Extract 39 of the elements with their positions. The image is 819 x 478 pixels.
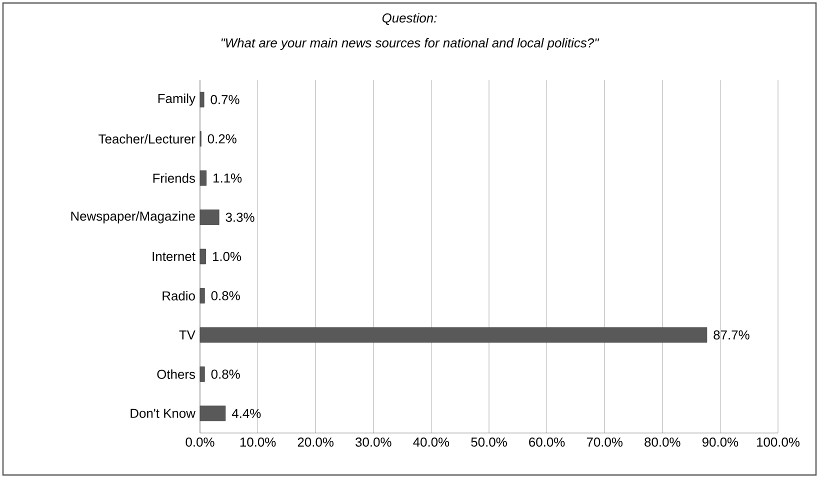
data-label: 0.7% bbox=[210, 95, 240, 104]
y-tick-label: Teacher/Lecturer bbox=[98, 134, 196, 144]
y-tick-label: TV bbox=[179, 330, 196, 340]
x-tick-label: 30.0% bbox=[356, 438, 392, 447]
y-tick-label: Internet bbox=[152, 252, 196, 262]
y-tick-label: Others bbox=[157, 369, 196, 379]
x-tick-label: 20.0% bbox=[298, 438, 334, 447]
data-label: 1.1% bbox=[214, 174, 242, 183]
y-tick-label: Friends bbox=[153, 173, 196, 183]
data-label: 3.3% bbox=[226, 212, 254, 222]
bar bbox=[200, 288, 205, 304]
data-label: 0.8% bbox=[211, 291, 240, 300]
chart-title: Question: bbox=[382, 13, 437, 25]
bar bbox=[200, 170, 207, 186]
data-label: 1.0% bbox=[212, 252, 242, 262]
x-tick-label: 70.0% bbox=[586, 438, 623, 447]
y-tick-label: Family bbox=[158, 94, 196, 106]
x-tick-label: 50.0% bbox=[471, 438, 507, 447]
y-tick-label: Newspaper/Magazine bbox=[71, 211, 195, 224]
x-tick-label: 0.0% bbox=[186, 438, 214, 447]
bar bbox=[200, 366, 205, 382]
bar bbox=[200, 92, 204, 108]
data-label: 87.7% bbox=[714, 330, 750, 340]
bar bbox=[200, 210, 220, 225]
chart-subtitle: "What are your main news sources for national and local politics?" bbox=[221, 38, 600, 50]
x-tick-label: 90.0% bbox=[702, 438, 738, 447]
data-label: 0.2% bbox=[208, 134, 236, 144]
y-tick-label: Radio bbox=[162, 290, 195, 300]
bar bbox=[200, 406, 226, 422]
x-tick-label: 10.0% bbox=[240, 438, 276, 447]
bar bbox=[200, 248, 206, 264]
data-label: 0.8% bbox=[211, 370, 240, 379]
y-tick-label: Don't Know bbox=[130, 408, 196, 418]
bar bbox=[200, 327, 708, 343]
x-tick-label: 100.0% bbox=[757, 438, 800, 447]
x-tick-label: 40.0% bbox=[413, 438, 450, 447]
x-tick-label: 60.0% bbox=[529, 438, 565, 447]
x-tick-label: 80.0% bbox=[644, 438, 680, 447]
data-label: 4.4% bbox=[232, 408, 261, 418]
